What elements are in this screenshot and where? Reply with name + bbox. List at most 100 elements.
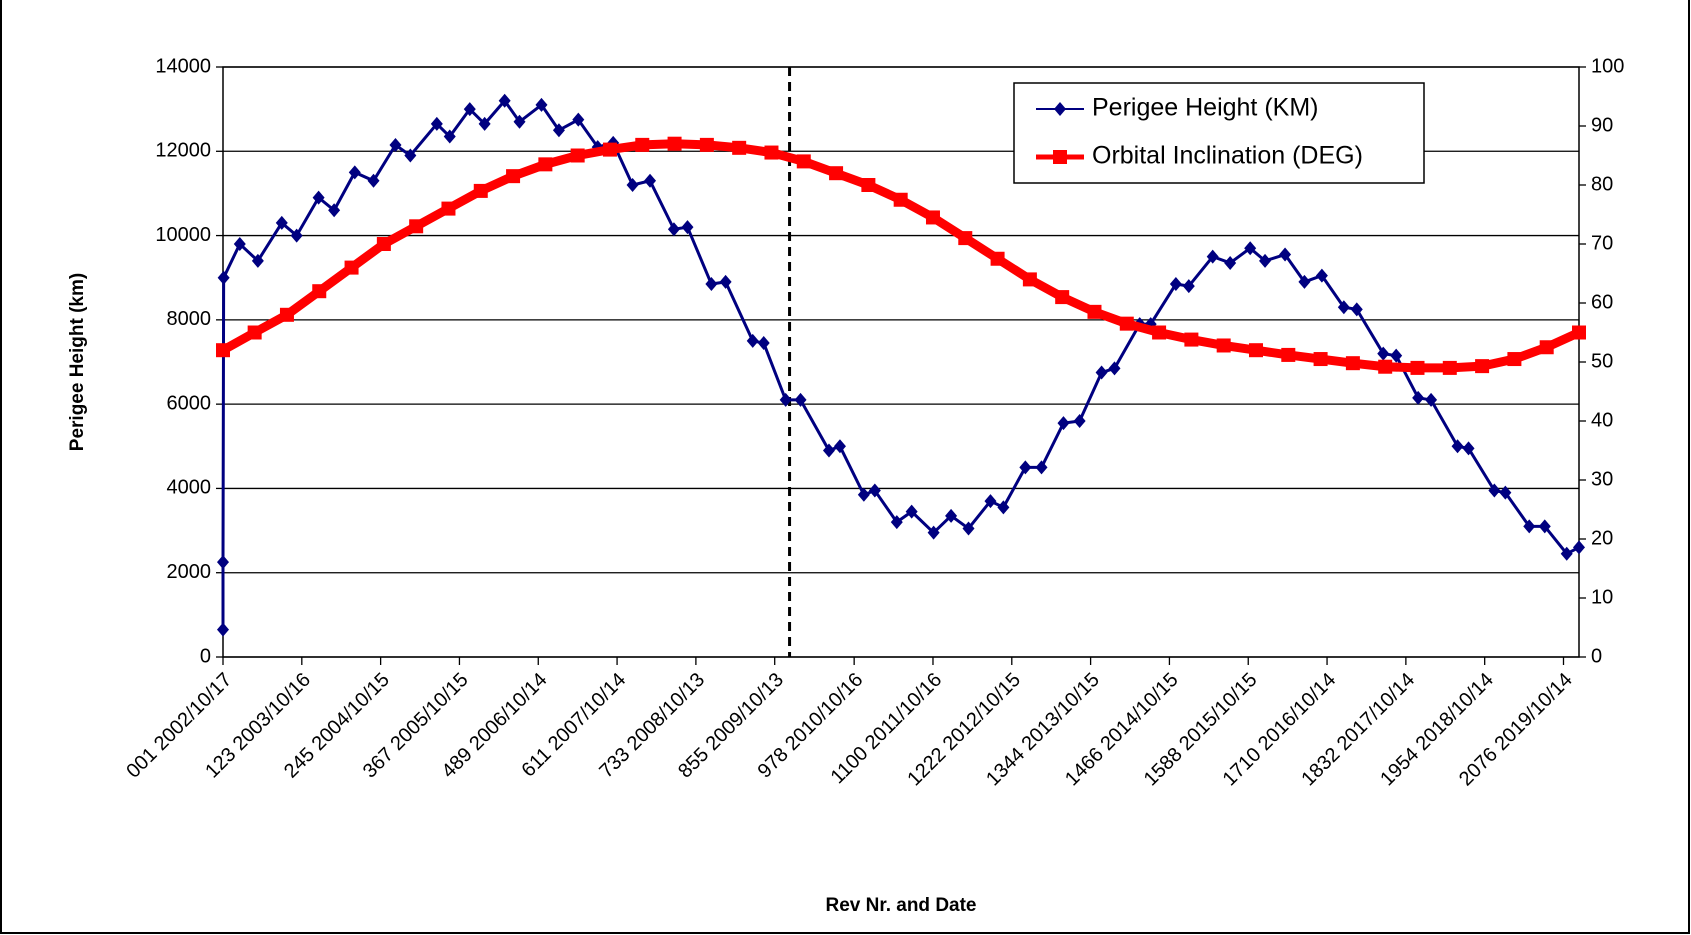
marker bbox=[1279, 247, 1292, 262]
marker bbox=[1057, 416, 1070, 431]
marker bbox=[1055, 290, 1070, 305]
marker bbox=[376, 237, 391, 251]
marker bbox=[441, 201, 456, 216]
marker bbox=[1350, 302, 1363, 317]
marker bbox=[538, 157, 553, 172]
marker bbox=[1035, 460, 1048, 475]
marker bbox=[1539, 340, 1554, 355]
marker bbox=[247, 325, 262, 340]
legend-label: Perigee Height (KM) bbox=[1092, 94, 1318, 122]
marker bbox=[572, 112, 585, 127]
marker bbox=[1169, 277, 1182, 292]
marker bbox=[1224, 255, 1237, 270]
marker bbox=[1378, 359, 1393, 374]
marker bbox=[667, 136, 682, 151]
marker bbox=[1560, 546, 1573, 561]
marker bbox=[1425, 392, 1438, 407]
marker bbox=[443, 129, 456, 144]
marker bbox=[552, 123, 565, 138]
marker bbox=[535, 97, 548, 112]
y-tick-label: 12000 bbox=[155, 140, 211, 162]
y2-tick-label: 90 bbox=[1591, 114, 1613, 136]
marker bbox=[312, 284, 327, 299]
marker bbox=[1087, 304, 1102, 319]
marker bbox=[478, 116, 491, 131]
marker bbox=[984, 494, 997, 509]
marker bbox=[962, 521, 975, 536]
marker bbox=[1573, 540, 1585, 555]
marker bbox=[312, 190, 325, 205]
y-tick-label: 2000 bbox=[167, 561, 212, 583]
marker bbox=[1313, 352, 1328, 367]
marker bbox=[681, 220, 694, 235]
marker bbox=[463, 102, 476, 117]
marker bbox=[925, 210, 940, 225]
marker bbox=[344, 260, 359, 275]
marker bbox=[927, 525, 940, 540]
marker bbox=[1119, 316, 1134, 331]
marker bbox=[1410, 360, 1425, 375]
marker bbox=[635, 137, 650, 152]
marker bbox=[779, 392, 792, 407]
marker bbox=[1281, 347, 1296, 362]
marker bbox=[794, 392, 807, 407]
marker bbox=[1345, 356, 1360, 371]
marker bbox=[1298, 274, 1311, 289]
marker bbox=[1451, 439, 1464, 454]
marker bbox=[328, 203, 341, 218]
marker bbox=[216, 343, 230, 358]
marker bbox=[861, 178, 876, 192]
y2-tick-label: 30 bbox=[1591, 468, 1613, 490]
marker bbox=[829, 166, 844, 181]
marker bbox=[1248, 343, 1263, 358]
marker bbox=[890, 515, 903, 530]
marker bbox=[1216, 338, 1231, 353]
marker bbox=[1184, 332, 1199, 347]
marker bbox=[570, 148, 585, 163]
legend-marker bbox=[1054, 102, 1066, 116]
marker bbox=[602, 142, 617, 157]
marker bbox=[1095, 365, 1108, 380]
marker bbox=[833, 439, 846, 454]
marker bbox=[1475, 359, 1490, 374]
marker bbox=[945, 508, 958, 523]
marker bbox=[796, 154, 811, 169]
marker bbox=[905, 504, 918, 519]
marker bbox=[1488, 483, 1501, 498]
marker bbox=[822, 443, 835, 458]
marker bbox=[1523, 519, 1536, 534]
y2-tick-label: 70 bbox=[1591, 232, 1613, 254]
legend-box bbox=[1013, 82, 1425, 184]
marker bbox=[404, 148, 417, 163]
marker bbox=[746, 333, 759, 348]
marker bbox=[1259, 253, 1272, 268]
line bbox=[221, 98, 1580, 630]
marker bbox=[217, 555, 229, 570]
marker bbox=[764, 145, 779, 160]
marker bbox=[1022, 272, 1037, 287]
y2-tick-label: 40 bbox=[1591, 409, 1613, 431]
marker bbox=[699, 137, 714, 152]
marker bbox=[990, 251, 1005, 266]
marker bbox=[958, 231, 973, 246]
marker bbox=[1182, 279, 1195, 294]
marker bbox=[997, 500, 1010, 515]
marker bbox=[473, 183, 488, 198]
marker bbox=[857, 487, 870, 502]
legend-marker bbox=[1053, 150, 1067, 164]
marker bbox=[1499, 485, 1512, 500]
marker bbox=[1152, 325, 1167, 340]
marker bbox=[409, 219, 424, 234]
marker bbox=[348, 165, 361, 180]
marker bbox=[1377, 346, 1390, 361]
y2-tick-label: 10 bbox=[1591, 586, 1613, 608]
marker bbox=[667, 222, 680, 237]
marker bbox=[893, 192, 908, 207]
marker bbox=[1462, 441, 1475, 456]
marker bbox=[513, 114, 526, 129]
marker bbox=[1108, 361, 1121, 376]
marker bbox=[1337, 300, 1350, 315]
